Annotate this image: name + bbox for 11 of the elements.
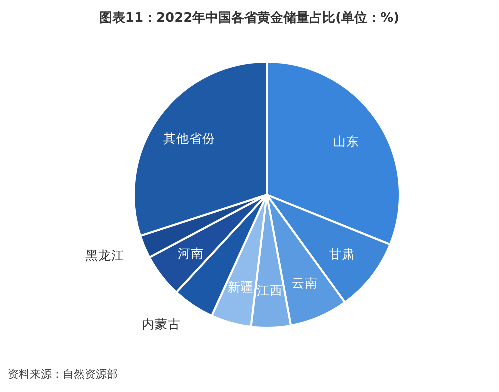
slice-label: 甘肃 [329,246,356,262]
slice-label: 黑龙江 [85,248,124,264]
slice-label: 云南 [292,276,318,291]
slice-label: 山东 [333,134,360,149]
slice-label: 江西 [257,283,284,298]
slice-label: 内蒙古 [142,316,182,332]
slice-label: 其他省份 [164,131,216,146]
chart-title: 图表11：2022年中国各省黄金储量占比(单位：%) [99,10,400,26]
slice-label: 河南 [178,246,204,261]
slice-label: 新疆 [228,280,254,295]
text: 资料来源：自然资源部 [8,368,118,381]
